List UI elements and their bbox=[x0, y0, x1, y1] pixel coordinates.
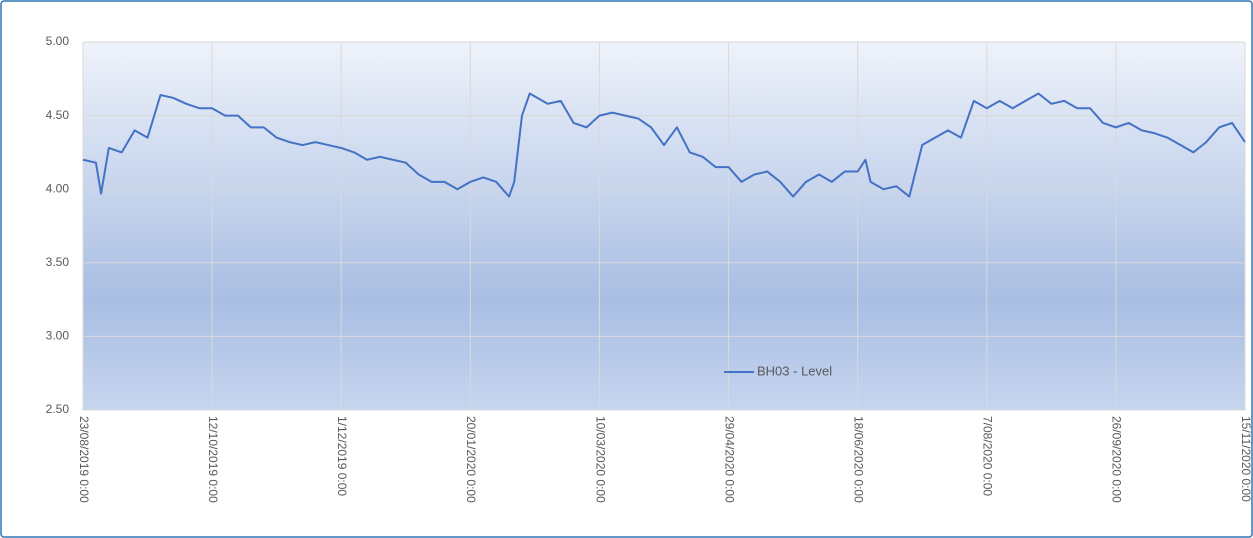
x-tick-label: 10/03/2020 0:00 bbox=[593, 416, 607, 503]
x-tick-label: 7/08/2020 0:00 bbox=[981, 416, 995, 496]
y-tick-label: 5.00 bbox=[46, 34, 70, 48]
legend-label: BH03 - Level bbox=[757, 363, 832, 378]
x-tick-label: 29/04/2020 0:00 bbox=[722, 416, 736, 503]
y-tick-label: 2.50 bbox=[46, 402, 70, 416]
y-tick-label: 4.50 bbox=[46, 108, 70, 122]
x-tick-label: 26/09/2020 0:00 bbox=[1110, 416, 1124, 503]
x-tick-label: 12/10/2019 0:00 bbox=[206, 416, 220, 503]
plot-area bbox=[83, 42, 1245, 410]
y-tick-label: 3.50 bbox=[46, 255, 70, 269]
x-tick-label: 15/11/2020 0:00 bbox=[1239, 416, 1253, 502]
x-tick-label: 23/08/2019 0:00 bbox=[77, 416, 91, 503]
x-tick-label: 1/12/2019 0:00 bbox=[335, 416, 349, 496]
x-tick-label: 20/01/2020 0:00 bbox=[464, 416, 478, 503]
y-tick-label: 3.00 bbox=[46, 329, 70, 343]
x-tick-label: 18/06/2020 0:00 bbox=[851, 416, 865, 503]
data-line bbox=[82, 92, 1246, 198]
y-tick-label: 4.00 bbox=[46, 181, 70, 195]
